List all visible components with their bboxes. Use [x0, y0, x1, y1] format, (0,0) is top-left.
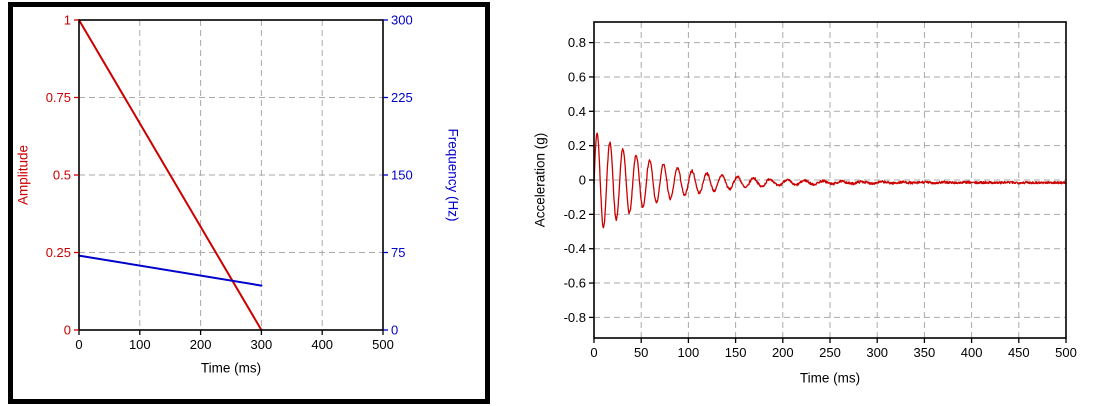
y-right-tick-label: 225 [391, 90, 413, 105]
y-left-tick-label: 1 [64, 13, 71, 28]
x-tick-label: 250 [819, 345, 841, 360]
y-left-tick-label: 0.6 [568, 69, 586, 84]
y-left-tick-label: 0.4 [568, 104, 586, 119]
x-tick-label: 300 [251, 337, 273, 352]
acceleration-response [593, 132, 1067, 229]
acceleration-plot: 0 50 100 150 200 250 300 350 400 450 500 -0.8 -0.6 -0… [564, 21, 1077, 360]
amplitude-ramp [78, 19, 263, 331]
x-tick-label: 200 [772, 345, 794, 360]
x-tick-label: 500 [372, 337, 394, 352]
series-lines [593, 132, 1067, 229]
y-left-tick-label: 0 [64, 323, 71, 338]
x-tick-label: 0 [590, 345, 597, 360]
y-left-tick-label: -0.8 [564, 310, 586, 325]
y-right-tick-label: 150 [391, 168, 413, 183]
x-tick-label: 100 [678, 345, 700, 360]
acceleration-chart: 0 50 100 150 200 250 300 350 400 450 500 -0.8 -0.6 -0… [518, 0, 1096, 402]
x-tick-label: 0 [75, 337, 82, 352]
y-left-tick-label: 0.5 [53, 168, 71, 183]
gridlines [79, 20, 383, 330]
left-chart-time-axis-title: Time (ms) [200, 360, 262, 376]
x-tick-label: 350 [914, 345, 936, 360]
x-tick-label: 500 [1055, 345, 1077, 360]
y-left-tick-label: 0 [579, 173, 586, 188]
x-tick-label: 150 [725, 345, 747, 360]
frequency-axis-title: Frequency (Hz) [445, 128, 461, 222]
y-right-tick-label: 75 [391, 245, 405, 260]
y-left-tick-label: -0.4 [564, 241, 586, 256]
acceleration-axis-title: Acceleration (g) [532, 132, 548, 228]
y-left-tick-label: 0.25 [46, 245, 71, 260]
x-tick-label: 300 [866, 345, 888, 360]
tick-labels: 0 50 100 150 200 250 300 350 400 450 500 -0.8 -0.6 -0… [564, 35, 1077, 360]
sweep-profile-chart: 0 100 200 300 400 500 0 0.25 0.5 0.75 1 0 75 150 225 30… [8, 2, 490, 404]
x-tick-label: 100 [129, 337, 151, 352]
x-tick-label: 400 [311, 337, 333, 352]
y-left-tick-label: -0.6 [564, 276, 586, 291]
y-left-tick-label: -0.2 [564, 207, 586, 222]
y-left-tick-label: 0.8 [568, 35, 586, 50]
x-tick-label: 50 [634, 345, 648, 360]
amplitude-axis-title: Amplitude [15, 144, 31, 206]
x-tick-label: 200 [190, 337, 212, 352]
y-right-tick-label: 300 [391, 13, 413, 28]
right-chart-time-axis-title: Time (ms) [799, 370, 861, 386]
frequency-sweep [78, 254, 263, 287]
series-lines [78, 19, 263, 331]
tick-labels: 0 100 200 300 400 50000.250.50.75107515022530… [46, 13, 413, 353]
y-left-tick-label: 0.75 [46, 90, 71, 105]
x-tick-label: 450 [1008, 345, 1030, 360]
sweep-profile-plot: 0 100 200 300 400 50000.250.50.75107515022530… [46, 13, 413, 353]
y-left-tick-label: 0.2 [568, 138, 586, 153]
gridlines [594, 22, 1066, 338]
x-tick-label: 400 [961, 345, 983, 360]
y-right-tick-label: 0 [391, 323, 398, 338]
